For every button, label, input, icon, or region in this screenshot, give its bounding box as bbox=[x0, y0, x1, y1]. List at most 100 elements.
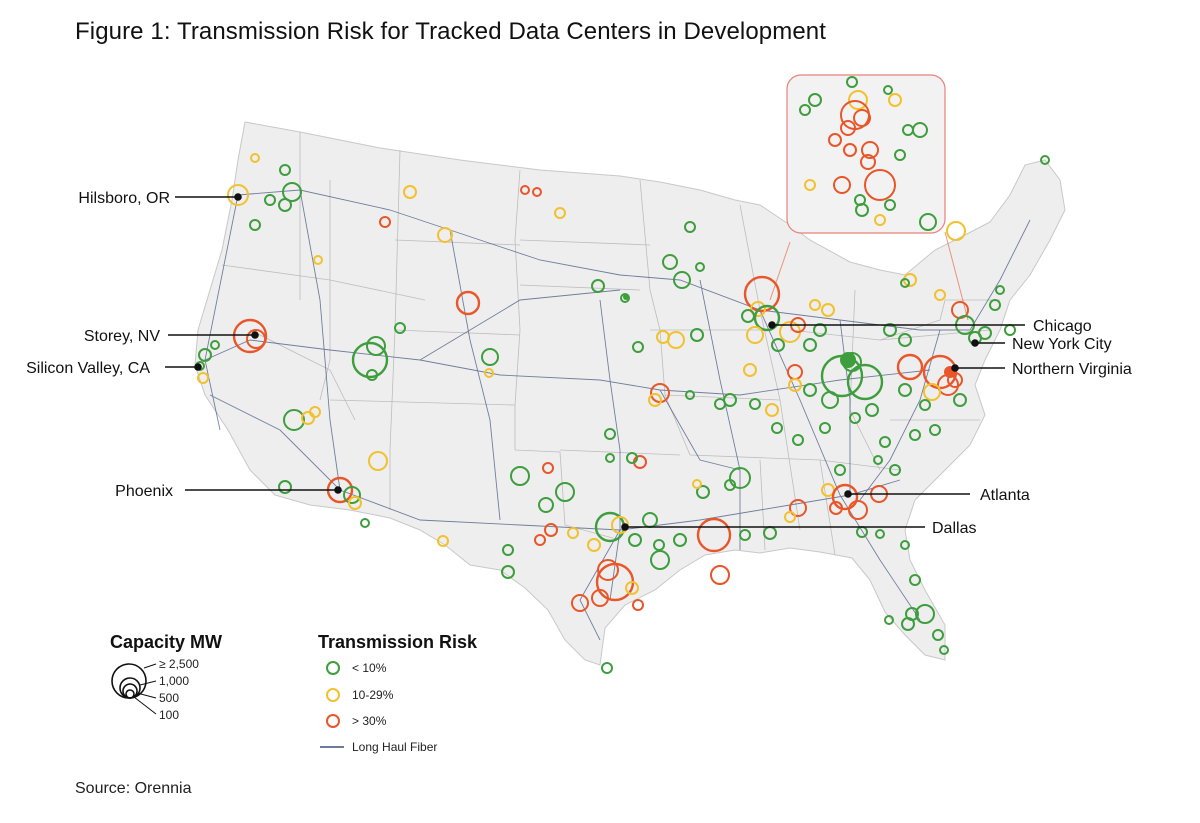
data-center-marker bbox=[784, 511, 796, 523]
data-center-marker bbox=[889, 464, 901, 476]
data-center-marker bbox=[437, 227, 453, 243]
data-center-marker bbox=[510, 466, 530, 486]
inset-data-center-marker bbox=[864, 169, 896, 201]
risk-legend-title: Transmission Risk bbox=[318, 632, 478, 652]
label-silicon-valley: Silicon Valley, CA bbox=[26, 360, 150, 377]
data-center-marker bbox=[789, 499, 807, 517]
data-center-marker bbox=[278, 198, 292, 212]
data-center-marker bbox=[1004, 324, 1016, 336]
data-center-marker bbox=[898, 383, 912, 397]
data-center-marker bbox=[403, 185, 417, 199]
data-center-marker bbox=[939, 645, 949, 655]
data-center-marker bbox=[502, 544, 514, 556]
data-center-marker bbox=[544, 523, 558, 537]
data-center-marker bbox=[520, 185, 530, 195]
data-center-marker bbox=[695, 262, 705, 272]
inset-data-center-marker bbox=[846, 76, 858, 88]
data-center-marker bbox=[662, 254, 678, 270]
data-center-marker bbox=[532, 187, 542, 197]
data-center-marker bbox=[900, 540, 910, 550]
label-dallas: Dallas bbox=[932, 520, 976, 537]
data-center-marker bbox=[746, 326, 764, 344]
inset-data-center-marker bbox=[902, 124, 914, 136]
capacity-level-1000: 1,000 bbox=[159, 674, 189, 688]
inset-data-center-marker bbox=[884, 199, 896, 211]
data-center-marker bbox=[250, 153, 260, 163]
data-center-marker bbox=[896, 353, 924, 381]
data-center-marker bbox=[198, 348, 212, 362]
data-center-marker bbox=[849, 412, 861, 424]
data-center-marker bbox=[650, 550, 670, 570]
inset-data-center-marker bbox=[861, 141, 879, 159]
data-center-marker bbox=[567, 527, 579, 539]
inset-data-center-marker bbox=[874, 214, 886, 226]
data-center-marker bbox=[846, 363, 884, 401]
data-center-marker bbox=[696, 485, 710, 499]
us-landmass bbox=[194, 121, 1066, 666]
data-center-marker bbox=[484, 368, 494, 378]
data-center-marker bbox=[898, 333, 912, 347]
risk-label-low: < 10% bbox=[352, 661, 387, 675]
data-center-marker bbox=[685, 390, 695, 400]
data-center-marker bbox=[587, 538, 601, 552]
data-center-marker bbox=[765, 403, 779, 417]
data-center-marker bbox=[628, 533, 642, 547]
label-phoenix: Phoenix bbox=[115, 483, 173, 500]
data-center-marker bbox=[821, 391, 839, 409]
inset-data-center-marker bbox=[883, 85, 893, 95]
label-hilsboro: Hilsboro, OR bbox=[78, 190, 170, 207]
data-center-marker bbox=[739, 529, 751, 541]
data-center-marker bbox=[831, 483, 859, 511]
risk-label-high: > 30% bbox=[352, 714, 387, 728]
data-center-marker bbox=[684, 221, 696, 233]
data-center-marker bbox=[813, 323, 827, 337]
data-center-marker bbox=[366, 369, 378, 381]
data-center-marker bbox=[803, 383, 817, 397]
data-center-marker bbox=[279, 164, 291, 176]
data-center-marker bbox=[632, 341, 644, 353]
inset-data-center-marker bbox=[833, 176, 851, 194]
data-center-marker bbox=[873, 455, 883, 465]
data-center-marker bbox=[249, 219, 261, 231]
label-chicago: Chicago bbox=[1033, 318, 1092, 335]
capacity-circle-100 bbox=[125, 689, 135, 699]
data-center-marker bbox=[865, 403, 879, 417]
risk-label-mid: 10-29% bbox=[352, 688, 394, 702]
data-center-marker bbox=[394, 322, 406, 334]
data-center-marker bbox=[626, 452, 638, 464]
data-center-marker bbox=[989, 299, 1001, 311]
data-center-marker bbox=[501, 565, 515, 579]
data-center-marker bbox=[803, 338, 817, 352]
data-center-marker-filled bbox=[840, 352, 856, 368]
data-center-marker bbox=[534, 534, 546, 546]
data-center-marker bbox=[848, 500, 868, 520]
data-center-marker bbox=[934, 289, 946, 301]
data-center-marker bbox=[673, 533, 687, 547]
data-center-marker bbox=[351, 341, 389, 379]
data-center-marker bbox=[313, 255, 323, 265]
data-center-marker bbox=[571, 594, 589, 612]
data-center-marker bbox=[368, 451, 388, 471]
inset-data-center-marker bbox=[853, 109, 871, 127]
data-center-marker bbox=[771, 338, 785, 352]
data-center-marker bbox=[749, 398, 761, 410]
data-center-marker bbox=[743, 275, 781, 313]
data-center-marker bbox=[932, 629, 944, 641]
data-center-marker bbox=[710, 565, 730, 585]
label-northern-virginia: Northern Virginia bbox=[1012, 361, 1132, 378]
data-center-marker bbox=[554, 207, 566, 219]
data-center-marker bbox=[953, 393, 967, 407]
data-center-marker bbox=[278, 480, 292, 494]
data-center-marker bbox=[605, 453, 615, 463]
data-center-markers bbox=[195, 153, 1050, 674]
data-center-marker bbox=[555, 482, 575, 502]
data-center-marker bbox=[692, 479, 702, 489]
data-center-marker bbox=[883, 323, 897, 337]
long-haul-fiber-network bbox=[204, 189, 1031, 641]
data-center-marker bbox=[667, 331, 685, 349]
data-center-marker bbox=[929, 424, 941, 436]
inset-data-center-marker bbox=[848, 90, 868, 110]
data-center-marker bbox=[884, 615, 894, 625]
data-center-marker bbox=[227, 184, 249, 206]
label-atlanta: Atlanta bbox=[980, 487, 1030, 504]
